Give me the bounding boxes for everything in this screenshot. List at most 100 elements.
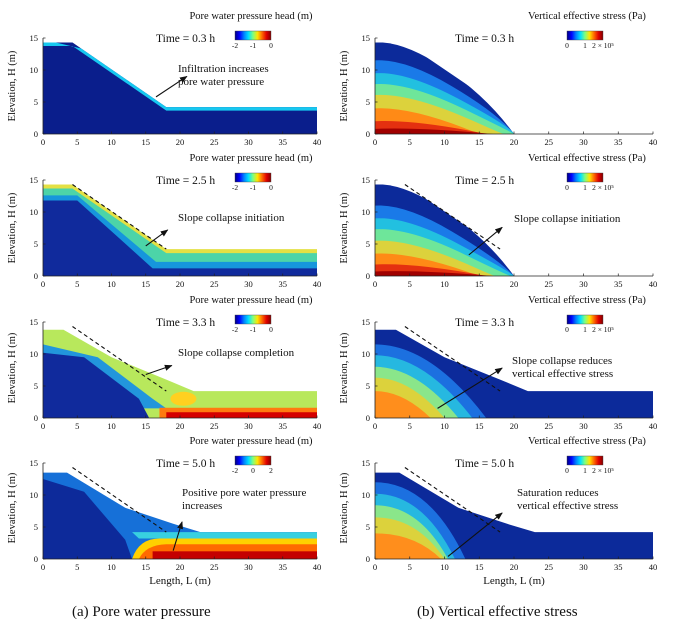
x-tick-label: 15 (475, 421, 484, 431)
x-tick-label: 40 (313, 279, 322, 289)
colorbar-tick-label: 0 (269, 325, 273, 334)
initial-slope-line (72, 184, 167, 250)
y-tick-label: 15 (362, 317, 371, 327)
initial-slope-line (72, 467, 167, 533)
colorbar-title: Vertical effective stress (Pa) (528, 295, 646, 306)
colorbar-title: Pore water pressure head (m) (189, 295, 313, 306)
x-tick-label: 5 (75, 279, 79, 289)
annotation-text: Saturation reduces (517, 487, 599, 499)
annotation-text: Slope collapse initiation (514, 213, 621, 225)
y-tick-label: 10 (30, 65, 39, 75)
y-tick-label: 0 (366, 129, 370, 139)
x-tick-label: 35 (279, 562, 288, 572)
colorbar-tick-label: 0 (565, 41, 569, 50)
x-tick-label: 35 (614, 562, 623, 572)
colorbar (234, 30, 272, 41)
colorbar-tick-label: 2 (269, 466, 273, 475)
x-tick-label: 15 (475, 279, 484, 289)
x-tick-label: 25 (210, 421, 219, 431)
x-tick-label: 40 (649, 562, 658, 572)
y-tick-label: 10 (362, 207, 371, 217)
colorbar-tick-label: 0 (251, 466, 255, 475)
annotation-text: Slope collapse reduces (512, 355, 612, 367)
colorbar-tick-label: 0 (565, 325, 569, 334)
wet-pocket (170, 391, 197, 406)
annotation-text: Infiltration increases (178, 63, 269, 75)
y-axis-label: Elevation, H (m) (339, 192, 350, 263)
y-tick-label: 10 (30, 490, 39, 500)
x-tick-label: 35 (279, 421, 288, 431)
x-tick-label: 25 (545, 562, 554, 572)
x-tick-label: 15 (142, 562, 151, 572)
x-tick-label: 30 (244, 421, 253, 431)
y-axis-label: Elevation, H (m) (7, 472, 18, 543)
y-tick-label: 10 (362, 490, 371, 500)
stress-contour (375, 391, 431, 418)
y-tick-label: 15 (30, 175, 39, 185)
x-tick-label: 30 (579, 562, 588, 572)
y-tick-label: 5 (366, 522, 370, 532)
x-tick-label: 20 (510, 137, 519, 147)
surface-band (132, 532, 317, 539)
y-tick-label: 0 (366, 271, 370, 281)
x-tick-label: 10 (107, 562, 116, 572)
annotation-arrow (447, 512, 503, 557)
annotation-text: vertical effective stress (517, 500, 618, 512)
colorbar-tick-label: 2 × 10⁵ (592, 466, 614, 475)
y-tick-label: 15 (30, 33, 39, 43)
annotation-arrow (145, 364, 173, 376)
y-axis-label: Elevation, H (m) (339, 332, 350, 403)
colorbar-tick-label: -2 (232, 41, 238, 50)
x-tick-label: 40 (649, 421, 658, 431)
x-tick-label: 5 (408, 562, 412, 572)
y-tick-label: 0 (366, 413, 370, 423)
x-tick-label: 10 (440, 137, 449, 147)
y-tick-label: 10 (30, 349, 39, 359)
colorbar (234, 314, 272, 325)
annotation-text: Slope collapse completion (178, 347, 295, 359)
y-tick-label: 5 (34, 522, 38, 532)
colorbar-tick-label: 1 (583, 466, 587, 475)
x-tick-label: 30 (244, 137, 253, 147)
x-tick-label: 40 (313, 562, 322, 572)
colorbar (566, 455, 604, 466)
y-axis-label: Elevation, H (m) (7, 192, 18, 263)
annotation-arrow (437, 367, 503, 409)
y-tick-label: 15 (30, 317, 39, 327)
colorbar-tick-label: 1 (583, 325, 587, 334)
colorbar-tick-label: 2 × 10⁵ (592, 41, 614, 50)
colorbar-tick-label: -2 (232, 325, 238, 334)
caption-a: (a) Pore water pressure (72, 604, 211, 620)
y-tick-label: 0 (34, 271, 38, 281)
time-label: Time = 3.3 h (455, 317, 514, 329)
time-label: Time = 3.3 h (156, 317, 215, 329)
x-tick-label: 0 (41, 279, 45, 289)
y-tick-label: 0 (34, 413, 38, 423)
colorbar-tick-label: 0 (269, 41, 273, 50)
colorbar-title: Vertical effective stress (Pa) (528, 153, 646, 164)
annotation-text: Positive pore water pressure (182, 487, 306, 499)
x-tick-label: 0 (373, 137, 377, 147)
field-layers (375, 42, 538, 134)
colorbar-tick-label: -1 (250, 325, 256, 334)
panel-a-2: 0 5 10 15 20 25 30 35 40 0 5 10 15 Elevation, H (m) Ti… (7, 153, 321, 289)
x-tick-label: 10 (440, 421, 449, 431)
x-axis-label: Length, L (m) (149, 575, 211, 587)
x-tick-label: 10 (440, 279, 449, 289)
x-tick-label: 25 (210, 562, 219, 572)
x-tick-label: 5 (408, 137, 412, 147)
x-tick-label: 20 (510, 279, 519, 289)
colorbar-tick-label: 0 (565, 466, 569, 475)
x-tick-label: 0 (41, 137, 45, 147)
x-tick-label: 20 (176, 279, 185, 289)
initial-slope-line (404, 326, 501, 392)
x-tick-label: 0 (373, 279, 377, 289)
colorbar-tick-label: -2 (232, 466, 238, 475)
colorbar-title: Pore water pressure head (m) (189, 436, 313, 447)
colorbar (566, 30, 604, 41)
x-tick-label: 15 (475, 562, 484, 572)
x-tick-label: 15 (475, 137, 484, 147)
